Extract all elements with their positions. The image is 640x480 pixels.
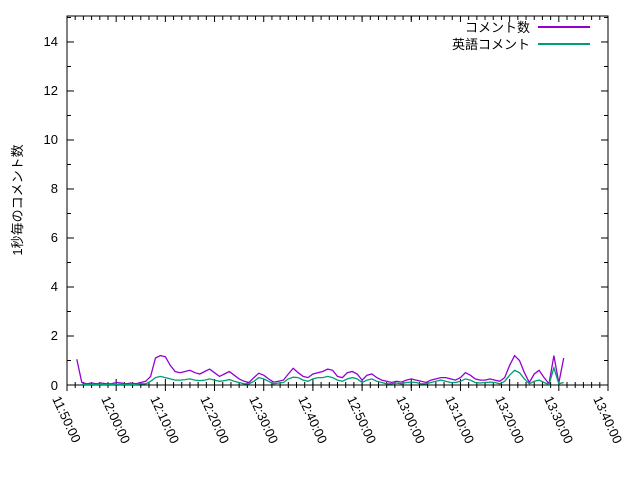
y-tick-label: 10	[43, 132, 58, 148]
legend: コメント数 英語コメント	[452, 18, 590, 52]
y-tick-label: 2	[50, 328, 58, 344]
y-tick-label: 0	[50, 377, 58, 393]
y-tick-label: 8	[50, 181, 58, 197]
y-tick-label: 12	[43, 83, 58, 99]
legend-line-sample	[538, 25, 590, 28]
legend-label: 英語コメント	[451, 37, 530, 52]
legend-line-sample	[538, 42, 590, 45]
legend-label: コメント数	[464, 20, 530, 35]
plot-border	[66, 15, 609, 386]
legend-item: コメント数	[452, 18, 590, 35]
y-tick-label: 4	[50, 279, 58, 295]
series-line-0	[76, 354, 565, 386]
series-line-1	[81, 365, 564, 386]
y-tick-label: 14	[43, 34, 58, 50]
y-tick-label: 6	[50, 230, 58, 246]
legend-item: 英語コメント	[452, 35, 590, 52]
